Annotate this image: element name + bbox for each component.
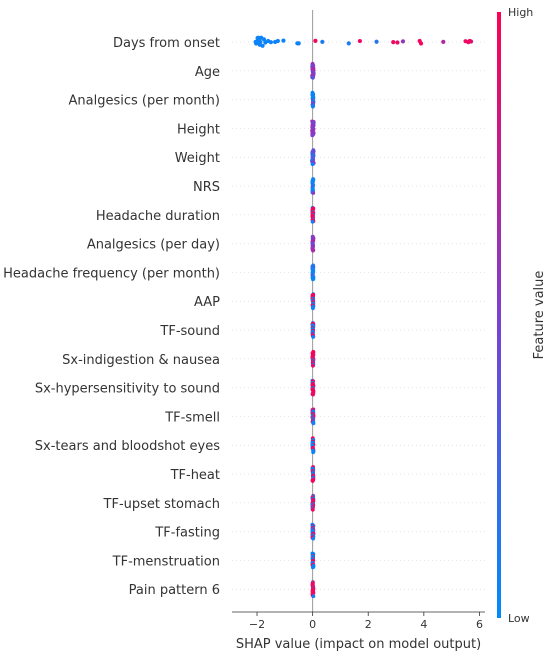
shap-point [296, 41, 301, 46]
shap-point [311, 421, 316, 426]
shap-point [261, 37, 267, 42]
feature-label: AAP [194, 295, 220, 310]
shap-point [310, 565, 315, 570]
shap-point [441, 39, 446, 44]
shap-point [311, 450, 316, 455]
feature-label: TF-heat [170, 468, 220, 483]
x-tick-label: 4 [420, 618, 427, 631]
feature-label: Height [177, 122, 220, 137]
shap-point [311, 536, 316, 541]
feature-label: Weight [175, 151, 220, 166]
feature-label: TF-fasting [154, 526, 220, 541]
shap-points [253, 35, 474, 599]
x-tick-label: 0 [309, 618, 316, 631]
feature-label: Sx-hypersensitivity to sound [35, 382, 220, 397]
shap-point [467, 38, 472, 44]
colorbar-title: Feature value [532, 271, 547, 360]
shap-point [418, 41, 424, 46]
shap-point [311, 594, 316, 599]
shap-point [310, 219, 315, 224]
shap-point [311, 75, 315, 80]
shap-point [281, 38, 286, 43]
feature-label: Days from onset [113, 36, 220, 51]
shap-point [310, 162, 315, 167]
colorbar-gradient [497, 12, 501, 618]
feature-label: Headache duration [96, 209, 220, 224]
shap-point [400, 39, 406, 44]
colorbar: High Low Feature value [497, 6, 547, 625]
shap-point [346, 41, 351, 46]
feature-rows [232, 41, 485, 590]
x-tick-label: −2 [249, 618, 265, 631]
shap-point [268, 40, 274, 45]
feature-labels: Days from onset Age Analgesics (per month)… [3, 36, 220, 598]
shap-point [311, 248, 315, 253]
feature-label: NRS [193, 180, 220, 195]
shap-point [374, 39, 379, 44]
shap-point [311, 392, 315, 397]
x-axis: −2 0 2 4 6 [232, 611, 485, 631]
shap-point [357, 38, 362, 44]
colorbar-high-label: High [508, 6, 533, 19]
shap-point [310, 306, 315, 311]
shap-point [310, 104, 315, 109]
feature-label: TF-smell [164, 410, 220, 425]
shap-point [313, 38, 318, 43]
shap-point [254, 41, 259, 46]
feature-label: Sx-indigestion & nausea [62, 353, 220, 368]
x-tick-label: 6 [476, 618, 483, 631]
shap-point [311, 277, 315, 282]
feature-label: TF-menstruation [112, 554, 220, 569]
feature-label: TF-sound [159, 324, 220, 339]
shap-point [257, 39, 263, 45]
shap-point [310, 507, 315, 512]
x-tick-label: 2 [365, 618, 372, 631]
shap-point [311, 335, 316, 339]
shap-point [310, 479, 315, 483]
feature-label: Pain pattern 6 [129, 583, 220, 598]
shap-point [320, 39, 325, 44]
colorbar-low-label: Low [508, 612, 530, 625]
feature-label: Analgesics (per month) [69, 94, 220, 109]
feature-label: TF-upset stomach [103, 497, 220, 512]
shap-point [391, 40, 396, 45]
feature-label: Age [195, 65, 220, 80]
shap-point [310, 133, 315, 138]
shap-point [311, 363, 315, 368]
x-axis-title: SHAP value (impact on model output) [236, 637, 481, 652]
shap-point [395, 40, 400, 45]
feature-label: Sx-tears and bloodshot eyes [35, 439, 220, 454]
feature-label: Headache frequency (per month) [3, 266, 220, 281]
feature-label: Analgesics (per day) [87, 238, 220, 253]
shap-point [256, 35, 261, 40]
shap-point [275, 38, 280, 44]
shap-point [311, 191, 316, 195]
